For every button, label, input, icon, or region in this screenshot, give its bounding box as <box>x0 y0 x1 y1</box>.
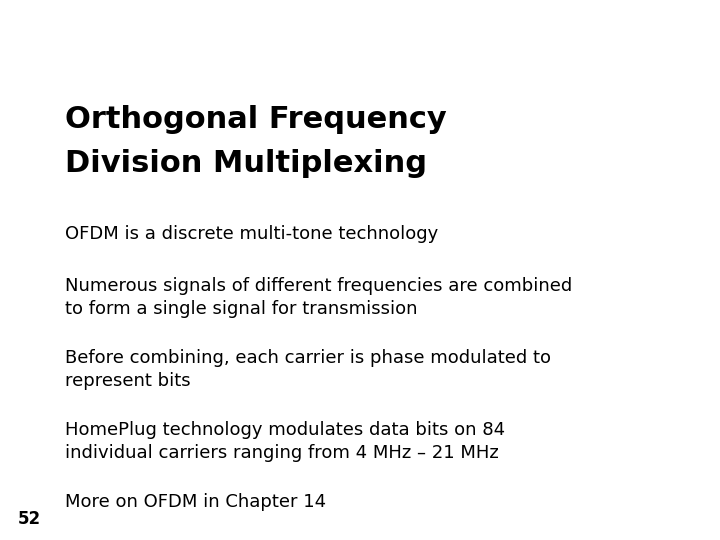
Text: HomePlug technology modulates data bits on 84
individual carriers ranging from 4: HomePlug technology modulates data bits … <box>65 421 505 462</box>
Text: Numerous signals of different frequencies are combined
to form a single signal f: Numerous signals of different frequencie… <box>65 277 572 318</box>
Text: Orthogonal Frequency: Orthogonal Frequency <box>65 105 446 134</box>
Text: OFDM is a discrete multi-tone technology: OFDM is a discrete multi-tone technology <box>65 225 438 243</box>
Text: Division Multiplexing: Division Multiplexing <box>65 149 427 178</box>
Text: Before combining, each carrier is phase modulated to
represent bits: Before combining, each carrier is phase … <box>65 349 551 390</box>
Text: More on OFDM in Chapter 14: More on OFDM in Chapter 14 <box>65 493 326 511</box>
Text: 52: 52 <box>18 510 41 528</box>
